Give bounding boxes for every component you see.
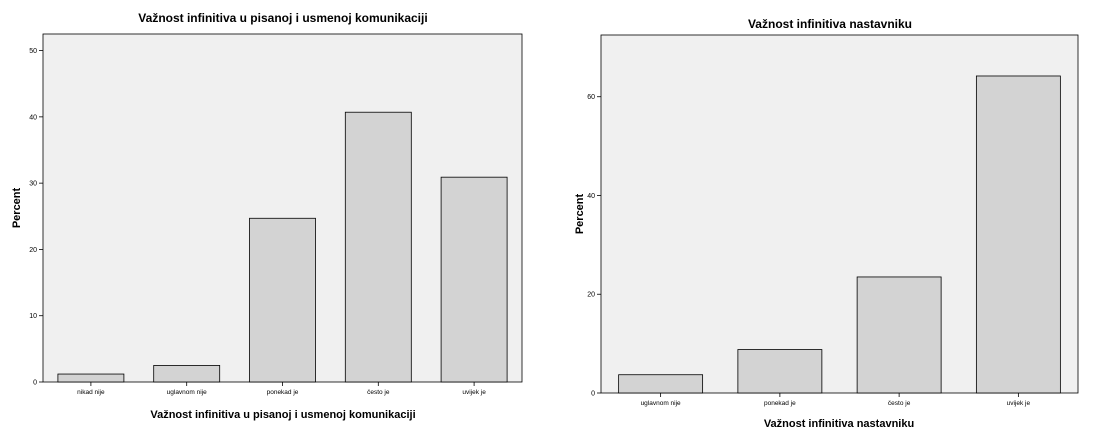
chart-importance-communication: Važnost infinitiva u pisanoj i usmenoj k… — [11, 11, 523, 421]
x-tick-label: često je — [888, 400, 911, 407]
y-axis: 0 20 40 60 — [587, 94, 601, 398]
bar — [440, 176, 508, 383]
bar — [153, 365, 221, 383]
y-tick-label: 0 — [33, 380, 37, 387]
x-axis: uglavnom nije ponekad je često je uvijek je — [641, 393, 1031, 407]
bar — [57, 373, 125, 383]
chart-title: Važnost infinitiva u pisanoj i usmenoj k… — [138, 11, 427, 25]
x-tick-label: često je — [367, 389, 390, 396]
bar — [344, 111, 412, 383]
y-tick-label: 20 — [29, 247, 37, 254]
y-tick-label: 20 — [587, 292, 595, 299]
bar — [856, 276, 942, 394]
x-axis-label: Važnost infinitiva u pisanoj i usmenoj k… — [150, 409, 415, 421]
bars — [57, 111, 508, 383]
bars — [618, 75, 1061, 394]
y-tick-label: 30 — [29, 181, 37, 188]
y-tick-label: 40 — [587, 193, 595, 200]
y-tick-label: 60 — [587, 94, 595, 101]
bar — [975, 75, 1061, 394]
x-tick-label: uvijek je — [462, 389, 486, 396]
bar — [249, 217, 316, 383]
y-tick-label: 40 — [29, 114, 37, 121]
x-tick-label: ponekad je — [764, 400, 796, 407]
bar — [618, 374, 704, 394]
bar — [737, 349, 823, 394]
y-tick-label: 0 — [591, 391, 595, 398]
x-tick-label: uglavnom nije — [641, 400, 681, 407]
x-tick-label: uvijek je — [1007, 400, 1031, 407]
y-axis-label: Percent — [11, 187, 23, 228]
x-axis: nikad nije uglavnom nije ponekad je često j… — [77, 382, 486, 396]
y-axis-label: Percent — [574, 193, 586, 234]
y-axis: 0 10 20 30 40 50 — [29, 48, 43, 387]
y-tick-label: 50 — [29, 48, 37, 55]
x-axis-label: Važnost infinitiva nastavniku — [764, 418, 914, 430]
x-tick-label: uglavnom nije — [167, 389, 207, 396]
x-tick-label: ponekad je — [267, 389, 299, 396]
chart-title: Važnost infinitiva nastavniku — [748, 17, 912, 31]
x-tick-label: nikad nije — [77, 389, 105, 396]
y-tick-label: 10 — [29, 313, 37, 320]
chart-importance-teacher: Važnost infinitiva nastavniku 0 20 40 60 ug… — [574, 17, 1079, 430]
